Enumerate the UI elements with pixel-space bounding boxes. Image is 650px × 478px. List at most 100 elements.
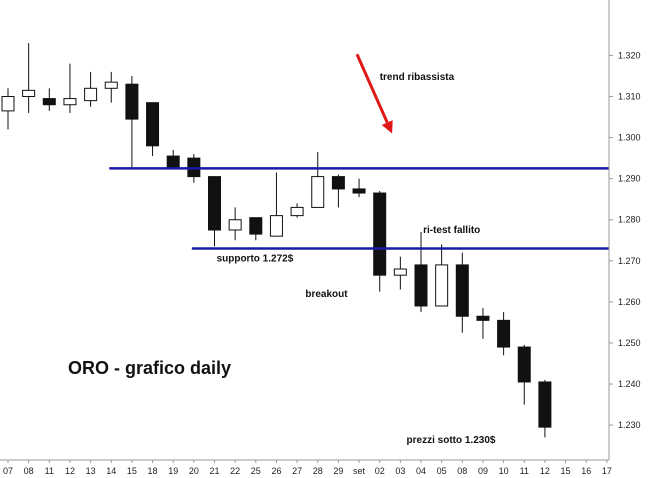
annotation-label: breakout xyxy=(305,289,348,300)
x-tick-label: 29 xyxy=(333,466,343,476)
x-tick-label: 11 xyxy=(520,466,529,476)
candle-body-bullish xyxy=(435,264,449,307)
y-tick-label: 1.260 xyxy=(618,297,641,307)
x-tick-label: 16 xyxy=(581,466,591,476)
candle-body-bullish xyxy=(84,87,98,102)
x-tick-label: 08 xyxy=(24,466,34,476)
candle xyxy=(166,149,180,169)
candle-body-bullish xyxy=(228,219,242,231)
x-tick-label: 08 xyxy=(457,466,467,476)
candle-body-bearish xyxy=(125,83,139,120)
candle xyxy=(22,43,36,113)
candle-body-bearish xyxy=(373,192,387,276)
candle xyxy=(269,172,283,237)
y-tick-label: 1.300 xyxy=(618,133,641,143)
candle xyxy=(125,75,139,169)
candle xyxy=(373,190,387,292)
x-tick-label: 25 xyxy=(251,466,261,476)
y-tick-label: 1.230 xyxy=(618,420,641,430)
candle-body-bearish xyxy=(208,176,221,231)
candle-body-bullish xyxy=(104,81,118,89)
candle xyxy=(146,102,160,157)
annotation-label: prezzi sotto 1.230$ xyxy=(407,435,496,446)
candle xyxy=(352,178,366,198)
candle-body-bullish xyxy=(393,268,407,276)
candle-body-bullish xyxy=(290,206,304,217)
candle-body-bearish xyxy=(352,188,366,194)
x-tick-label: 18 xyxy=(148,466,158,476)
y-tick-label: 1.250 xyxy=(618,338,641,348)
x-tick-label: 12 xyxy=(65,466,75,476)
x-tick-label: 12 xyxy=(540,466,550,476)
x-tick-label: 15 xyxy=(561,466,571,476)
candle xyxy=(1,88,15,130)
y-tick-label: 1.240 xyxy=(618,379,641,389)
y-tick-label: 1.280 xyxy=(618,215,641,225)
candle xyxy=(104,71,118,103)
chart-title: ORO - grafico daily xyxy=(68,358,231,378)
x-tick-label: 04 xyxy=(416,466,426,476)
candle xyxy=(208,176,221,247)
trend-arrow xyxy=(355,53,393,134)
x-tick-label: 11 xyxy=(45,466,54,476)
x-tick-label: 05 xyxy=(437,466,447,476)
x-tick-label: 14 xyxy=(106,466,116,476)
y-tick-label: 1.320 xyxy=(618,50,641,60)
candle-body-bearish xyxy=(455,264,469,317)
candle-body-bullish xyxy=(22,89,36,98)
candle-body-bearish xyxy=(538,381,552,428)
x-tick-label: 03 xyxy=(395,466,405,476)
x-tick-label: 02 xyxy=(375,466,385,476)
candle xyxy=(42,88,56,111)
y-tick-label: 1.310 xyxy=(618,92,641,102)
x-tick-label: 19 xyxy=(168,466,178,476)
arrow-head xyxy=(381,120,393,134)
candle-body-bearish xyxy=(249,217,263,235)
candle xyxy=(393,256,407,290)
candle xyxy=(63,63,77,113)
candle-body-bullish xyxy=(63,98,77,106)
candle xyxy=(538,379,552,438)
x-tick-label: 17 xyxy=(602,466,612,476)
y-tick-label: 1.290 xyxy=(618,174,641,184)
candle xyxy=(517,345,531,405)
x-tick-label: 10 xyxy=(499,466,509,476)
candle-body-bullish xyxy=(311,176,325,208)
candle xyxy=(414,232,428,313)
candle xyxy=(476,308,490,339)
candle xyxy=(84,71,98,107)
candle-body-bearish xyxy=(497,319,511,348)
candles-layer xyxy=(1,43,552,438)
x-tick-label: 09 xyxy=(478,466,488,476)
y-tick-label: 1.270 xyxy=(618,256,641,266)
x-tick-label: 21 xyxy=(209,466,219,476)
x-tick-label: 20 xyxy=(189,466,199,476)
candle-body-bearish xyxy=(476,315,490,321)
x-tick-label: set xyxy=(353,466,366,476)
x-tick-label: 15 xyxy=(127,466,137,476)
x-tick-label: 26 xyxy=(271,466,281,476)
x-tick-label: 13 xyxy=(86,466,96,476)
candle xyxy=(249,217,263,241)
candle xyxy=(435,244,449,307)
candle-body-bearish xyxy=(517,346,531,383)
arrow-shaft xyxy=(355,53,389,124)
annotation-label: ri-test fallito xyxy=(423,225,480,236)
annotations-layer: trend ribassista supporto 1.272$ breakout r… xyxy=(217,53,496,446)
x-tick-label: 22 xyxy=(230,466,240,476)
x-tick-label: 27 xyxy=(292,466,302,476)
candle-body-bearish xyxy=(166,155,180,169)
candle-body-bearish xyxy=(42,98,56,106)
candle xyxy=(455,252,469,333)
candle-body-bearish xyxy=(331,176,345,190)
candle-body-bullish xyxy=(1,96,15,112)
x-tick-label: 28 xyxy=(313,466,323,476)
candle-body-bearish xyxy=(146,102,160,147)
candle xyxy=(290,203,304,218)
support-lines-layer xyxy=(109,167,609,250)
x-tick-label: 07 xyxy=(3,466,13,476)
candle xyxy=(228,207,242,241)
candle xyxy=(331,174,345,208)
candle-body-bearish xyxy=(414,264,428,307)
